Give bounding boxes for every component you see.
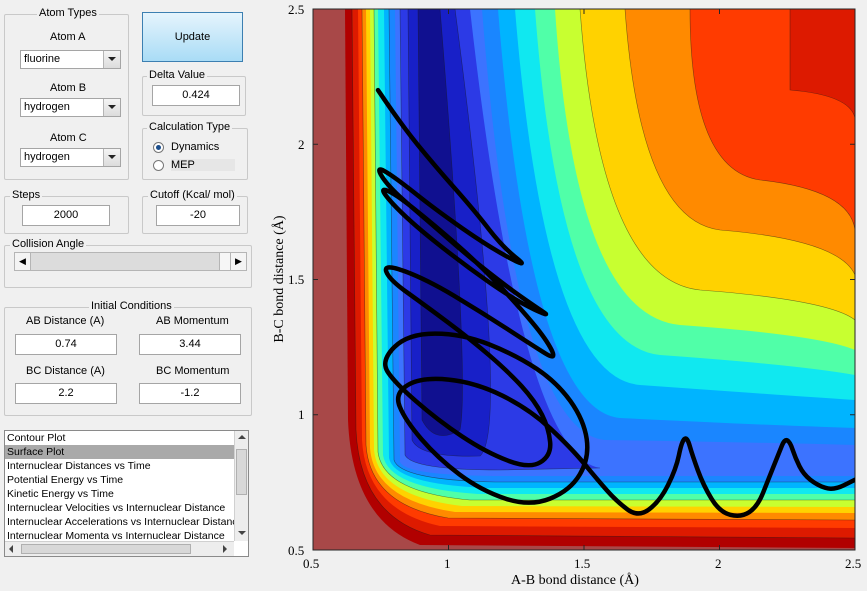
steps-field[interactable]: 2000	[22, 205, 110, 226]
atom-a-value: fluorine	[24, 53, 61, 65]
chevron-down-icon[interactable]	[103, 149, 120, 166]
atom-a-select[interactable]: fluorine	[20, 50, 121, 69]
delta-value-field[interactable]: 0.424	[152, 85, 240, 106]
scroll-thumb[interactable]	[236, 449, 247, 495]
plot-list-items: Contour Plot Surface Plot Internuclear D…	[5, 431, 234, 541]
bc-momentum-field[interactable]: -1.2	[139, 383, 241, 404]
list-item[interactable]: Internuclear Momenta vs Internuclear Dis…	[7, 530, 225, 541]
y-axis-label: B-C bond distance (Å)	[272, 215, 287, 343]
scroll-thumb-horizontal[interactable]	[21, 544, 191, 554]
update-button[interactable]: Update	[142, 12, 243, 62]
potential-surface	[313, 9, 855, 550]
chevron-down-icon[interactable]	[103, 51, 120, 68]
slider-left-arrow-icon[interactable]: ◀	[15, 253, 31, 270]
x-tick-label: 1.5	[574, 556, 591, 571]
cutoff-title: Cutoff (Kcal/ mol)	[148, 189, 237, 201]
axis-ticks	[313, 9, 855, 550]
x-tick-label: 2.5	[845, 556, 862, 571]
bc-distance-field[interactable]: 2.2	[15, 383, 117, 404]
atom-a-label: Atom A	[50, 31, 86, 43]
list-item[interactable]: Kinetic Energy vs Time	[7, 488, 114, 500]
y-tick-label: 1	[298, 407, 305, 422]
list-item[interactable]: Internuclear Velocities vs Internuclear …	[7, 502, 226, 514]
scroll-left-arrow-icon[interactable]	[9, 545, 13, 553]
list-horizontal-scrollbar[interactable]	[5, 541, 234, 556]
delta-value-group: Delta Value 0.424	[142, 69, 246, 116]
ab-distance-label: AB Distance (A)	[26, 315, 105, 327]
atom-types-title: Atom Types	[37, 7, 99, 19]
bc-distance-label: BC Distance (A)	[26, 365, 105, 377]
cutoff-field[interactable]: -20	[156, 205, 240, 226]
collision-angle-group: Collision Angle ◀ ▶	[4, 238, 252, 288]
y-tick-label: 2.5	[288, 2, 305, 17]
x-tick-label: 1	[444, 556, 451, 571]
atom-b-label: Atom B	[50, 82, 87, 94]
calculation-type-group: Calculation Type Dynamics MEP	[142, 121, 248, 180]
mep-radio[interactable]	[153, 160, 164, 171]
atom-b-value: hydrogen	[24, 101, 70, 113]
scroll-right-arrow-icon[interactable]	[223, 545, 227, 553]
plot-type-list[interactable]: Contour Plot Surface Plot Internuclear D…	[4, 430, 249, 557]
list-item[interactable]: Internuclear Distances vs Time	[7, 460, 151, 472]
collision-angle-title: Collision Angle	[10, 238, 87, 250]
x-tick-label: 0.5	[303, 556, 320, 571]
list-vertical-scrollbar[interactable]	[234, 431, 248, 541]
collision-angle-slider[interactable]: ◀ ▶	[14, 252, 247, 271]
atom-b-select[interactable]: hydrogen	[20, 98, 121, 117]
scroll-down-arrow-icon[interactable]	[238, 531, 246, 535]
chevron-down-icon[interactable]	[103, 99, 120, 116]
ab-distance-field[interactable]: 0.74	[15, 334, 117, 355]
calculation-type-title: Calculation Type	[147, 121, 233, 133]
ab-momentum-field[interactable]: 3.44	[139, 334, 241, 355]
atom-types-group: Atom Types Atom A fluorine Atom B hydrog…	[4, 7, 129, 180]
list-item[interactable]: Internuclear Accelerations vs Internucle…	[7, 516, 234, 528]
y-tick-label: 2	[298, 137, 305, 152]
scroll-up-arrow-icon[interactable]	[238, 435, 246, 439]
steps-title: Steps	[10, 189, 43, 201]
atom-c-value: hydrogen	[24, 151, 70, 163]
bc-momentum-label: BC Momentum	[156, 365, 230, 377]
update-button-label: Update	[174, 31, 211, 43]
initial-conditions-title: Initial Conditions	[89, 300, 174, 312]
mep-label: MEP	[171, 159, 235, 171]
atom-c-label: Atom C	[50, 132, 87, 144]
delta-value-title: Delta Value	[147, 69, 208, 81]
cutoff-group: Cutoff (Kcal/ mol) -20	[142, 189, 248, 234]
x-axis-label: A-B bond distance (Å)	[511, 573, 639, 588]
x-tick-label: 2	[715, 556, 722, 571]
atom-c-select[interactable]: hydrogen	[20, 148, 121, 167]
ab-momentum-label: AB Momentum	[156, 315, 229, 327]
steps-group: Steps 2000	[4, 189, 129, 234]
initial-conditions-group: Initial Conditions AB Distance (A) AB Mo…	[4, 300, 252, 416]
y-tick-label: 0.5	[288, 543, 305, 558]
list-item[interactable]: Potential Energy vs Time	[7, 474, 124, 486]
dynamics-label: Dynamics	[171, 141, 220, 153]
trajectory-line	[375, 87, 855, 518]
list-item[interactable]: Contour Plot	[7, 432, 66, 444]
slider-right-arrow-icon[interactable]: ▶	[230, 253, 246, 270]
y-tick-label: 1.5	[288, 272, 305, 287]
list-item[interactable]: Surface Plot	[5, 445, 234, 459]
dynamics-radio[interactable]	[153, 142, 164, 153]
